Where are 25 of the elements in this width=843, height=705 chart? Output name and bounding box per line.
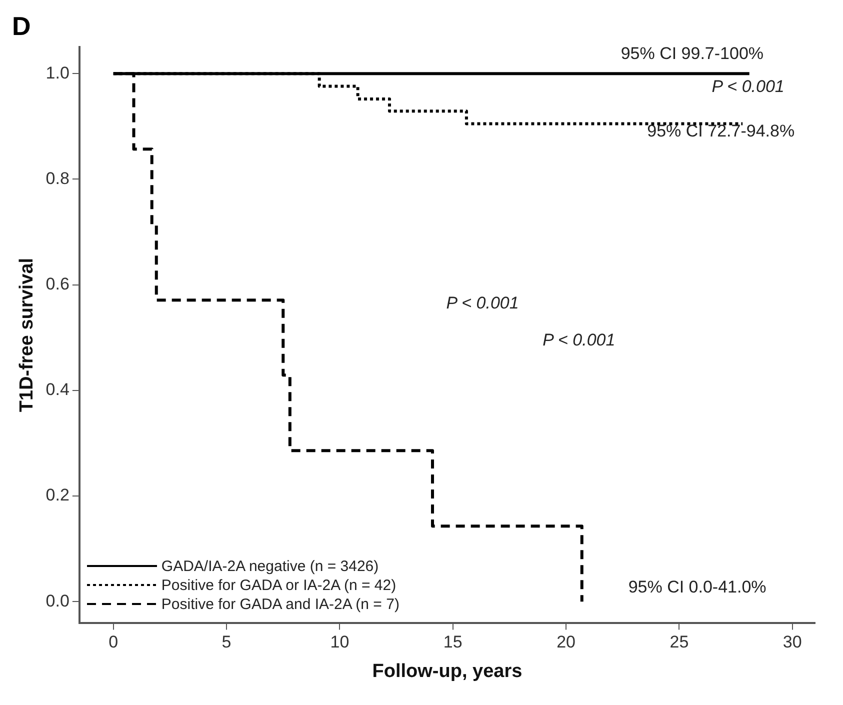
x-tick-label: 10 (330, 632, 350, 652)
x-tick-label: 15 (443, 632, 462, 652)
x-tick-label: 25 (670, 632, 689, 652)
annotation: P < 0.001 (712, 77, 784, 96)
annotation: P < 0.001 (542, 330, 616, 350)
y-tick-label: 0.4 (46, 380, 70, 400)
legend-label: GADA/IA-2A negative (n = 3426) (161, 556, 379, 576)
annotation: 95% CI 99.7-100% (620, 44, 764, 63)
y-tick-label: 0.6 (46, 274, 70, 294)
x-tick-label: 0 (108, 632, 118, 652)
chart-title: D (12, 10, 31, 41)
legend-label: Positive for GADA or IA-2A (n = 42) (161, 576, 396, 595)
y-tick-label: 1.0 (46, 63, 70, 82)
annotation: 95% CI 0.0-41.0% (628, 577, 766, 596)
annotation: P < 0.001 (446, 294, 519, 313)
y-axis-title: T1D-free survival (16, 258, 38, 412)
x-tick-label: 5 (222, 632, 232, 652)
legend-label: Positive for GADA and IA-2A (n = 7) (161, 594, 400, 614)
y-tick-label: 0.8 (46, 168, 70, 188)
x-tick-label: 20 (556, 632, 576, 652)
x-axis-title: Follow-up, years (372, 660, 522, 682)
x-tick-label: 30 (782, 632, 802, 652)
y-tick-label: 0.0 (46, 591, 70, 610)
annotation: 95% CI 72.7-94.8% (647, 122, 795, 140)
y-tick-label: 0.2 (46, 486, 70, 505)
